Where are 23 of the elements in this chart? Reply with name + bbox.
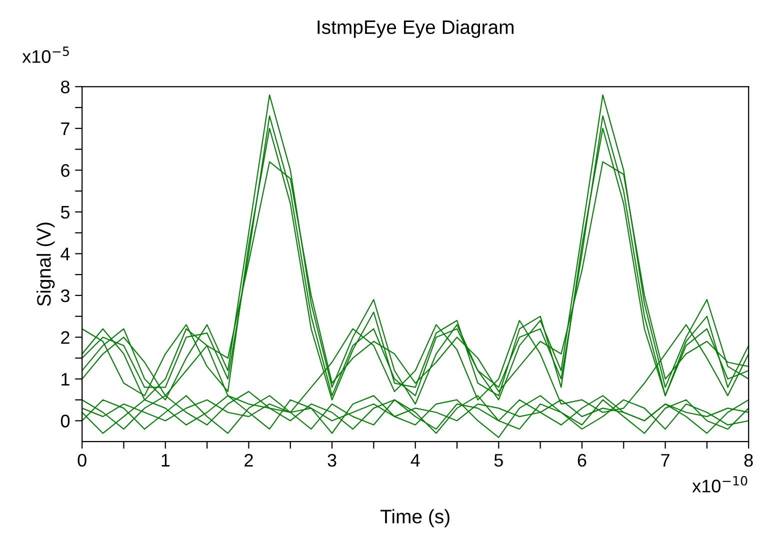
chart-title: IstmpEye Eye Diagram bbox=[318, 20, 514, 38]
x-tick-label: 3 bbox=[328, 454, 336, 467]
x-tick-label: 7 bbox=[661, 454, 670, 466]
y-tick-label: 0 bbox=[60, 414, 70, 428]
y-tick-label: 4 bbox=[60, 248, 70, 260]
y-tick-label: 5 bbox=[60, 206, 70, 219]
x-tick-label: 4 bbox=[410, 454, 420, 466]
text: x10$^{−5}$ bbox=[22, 46, 69, 63]
x-axis-title: Time (s) bbox=[380, 509, 450, 528]
text: x10$^{−10}$ bbox=[692, 476, 748, 492]
y-axis-title: Signal (V) bbox=[36, 222, 55, 306]
y-tick-label: 2 bbox=[61, 331, 70, 344]
y-tick-label: 1 bbox=[62, 373, 70, 386]
y-tick-label: 8 bbox=[61, 80, 70, 94]
x-tick-label: 8 bbox=[744, 454, 753, 467]
x-tick-label: 6 bbox=[578, 454, 586, 467]
x-tick-label: 0 bbox=[78, 454, 86, 467]
x-tick-label: 5 bbox=[494, 454, 503, 467]
x-tick-label: 1 bbox=[162, 454, 170, 466]
y-tick-label: 6 bbox=[61, 164, 70, 177]
x-tick-label: 2 bbox=[244, 454, 253, 466]
y-tick-label: 3 bbox=[60, 289, 70, 302]
y-tick-label: 7 bbox=[61, 122, 70, 135]
